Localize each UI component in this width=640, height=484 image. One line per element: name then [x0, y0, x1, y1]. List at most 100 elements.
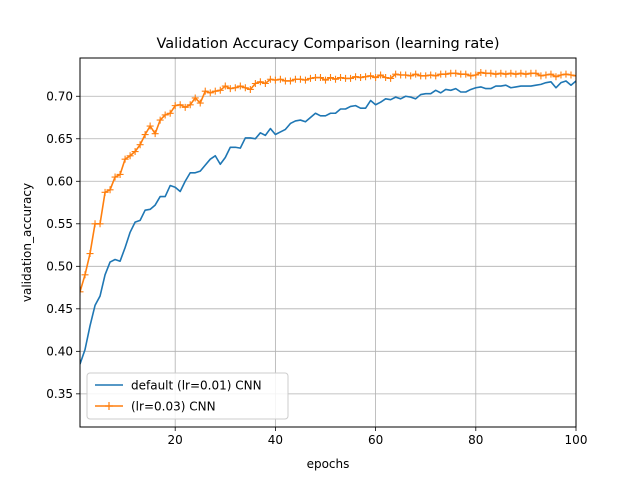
series-point-1: [477, 68, 485, 76]
series-point-1: [286, 77, 294, 85]
series-point-1: [316, 74, 324, 82]
series-point-1: [382, 74, 390, 82]
series-point-1: [131, 148, 139, 156]
series-point-1: [241, 84, 249, 92]
series-point-1: [176, 101, 184, 109]
series-point-1: [467, 72, 475, 80]
y-tick-label: 0.50: [46, 260, 73, 274]
series-point-1: [171, 102, 179, 110]
series-point-1: [517, 69, 525, 77]
x-tick-label: 100: [565, 433, 588, 447]
series-point-1: [522, 70, 530, 78]
y-tick-label: 0.60: [46, 175, 73, 189]
series-point-1: [357, 74, 365, 82]
series-point-1: [392, 70, 400, 78]
y-tick-label: 0.45: [46, 302, 73, 316]
series-point-1: [271, 76, 279, 84]
series-point-1: [301, 76, 309, 84]
series-point-1: [412, 70, 420, 78]
series-point-1: [256, 78, 264, 86]
x-tick-label: 80: [468, 433, 483, 447]
series-point-1: [221, 82, 229, 90]
series-point-1: [216, 86, 224, 94]
series-point-1: [126, 152, 134, 160]
series-point-1: [532, 69, 540, 77]
series-point-1: [121, 155, 129, 163]
series-group-1: [80, 68, 576, 296]
series-point-1: [347, 74, 355, 82]
series-point-1: [161, 111, 169, 119]
series-point-1: [432, 72, 440, 80]
series-point-1: [387, 74, 395, 82]
series-point-1: [547, 70, 555, 78]
legend-label-lr003: (lr=0.03) CNN: [131, 400, 216, 414]
series-point-1: [327, 74, 335, 82]
series-point-1: [572, 72, 576, 80]
series-point-1: [141, 131, 149, 139]
series-point-1: [206, 89, 214, 97]
series-point-1: [537, 72, 545, 80]
series-point-1: [106, 186, 114, 194]
series-point-1: [497, 69, 505, 77]
series-point-1: [236, 82, 244, 90]
series-point-1: [246, 85, 254, 93]
series-point-1: [332, 75, 340, 83]
series-point-1: [226, 85, 234, 93]
y-tick-label: 0.65: [46, 132, 73, 146]
series-group-0: [80, 80, 576, 365]
legend-marker-plus-icon: [105, 402, 113, 410]
series-point-1: [191, 94, 199, 102]
y-tick-label: 0.35: [46, 387, 73, 401]
x-tick-label: 60: [368, 433, 383, 447]
legend: default (lr=0.01) CNN (lr=0.03) CNN: [86, 372, 289, 420]
series-point-1: [136, 141, 144, 149]
series-point-1: [372, 74, 380, 82]
series-line-0: [80, 80, 576, 365]
series-point-1: [211, 87, 219, 95]
series-point-1: [337, 74, 345, 82]
series-point-1: [296, 75, 304, 83]
series-point-1: [422, 72, 430, 80]
series-point-1: [80, 288, 84, 296]
series-point-1: [96, 220, 104, 228]
series-point-1: [507, 69, 515, 77]
series-point-1: [266, 75, 274, 83]
series-point-1: [151, 130, 159, 138]
series-point-1: [492, 70, 500, 78]
x-tick-label: 40: [268, 433, 283, 447]
series-point-1: [116, 170, 124, 178]
series-point-1: [462, 70, 470, 78]
series-point-1: [111, 173, 119, 181]
y-tick-label: 0.40: [46, 345, 73, 359]
legend-label-default: default (lr=0.01) CNN: [131, 379, 262, 393]
series-point-1: [306, 74, 314, 82]
series-point-1: [156, 116, 164, 124]
series-point-1: [251, 80, 259, 88]
series-point-1: [552, 73, 560, 81]
series-point-1: [201, 87, 209, 95]
series-point-1: [562, 70, 570, 78]
x-axis-ticks: 20 40 60 80 100: [168, 427, 588, 447]
series-point-1: [402, 71, 410, 79]
series-point-1: [377, 71, 385, 79]
x-tick-label: 20: [168, 433, 183, 447]
y-tick-label: 0.70: [46, 90, 73, 104]
series-point-1: [181, 103, 189, 111]
series-point-1: [502, 70, 510, 78]
series-point-1: [276, 75, 284, 83]
series-point-1: [166, 109, 174, 117]
plot-series: [80, 68, 576, 365]
grid-lines: [80, 58, 577, 427]
series-point-1: [487, 69, 495, 77]
plot-frame: [79, 57, 577, 428]
series-point-1: [146, 122, 154, 130]
legend-box: [86, 372, 289, 420]
series-point-1: [542, 71, 550, 79]
series-point-1: [186, 101, 194, 109]
series-point-1: [196, 99, 204, 107]
series-point-1: [231, 84, 239, 92]
y-axis-label: validation_accuracy: [20, 183, 34, 302]
series-point-1: [367, 72, 375, 80]
series-point-1: [557, 71, 565, 79]
